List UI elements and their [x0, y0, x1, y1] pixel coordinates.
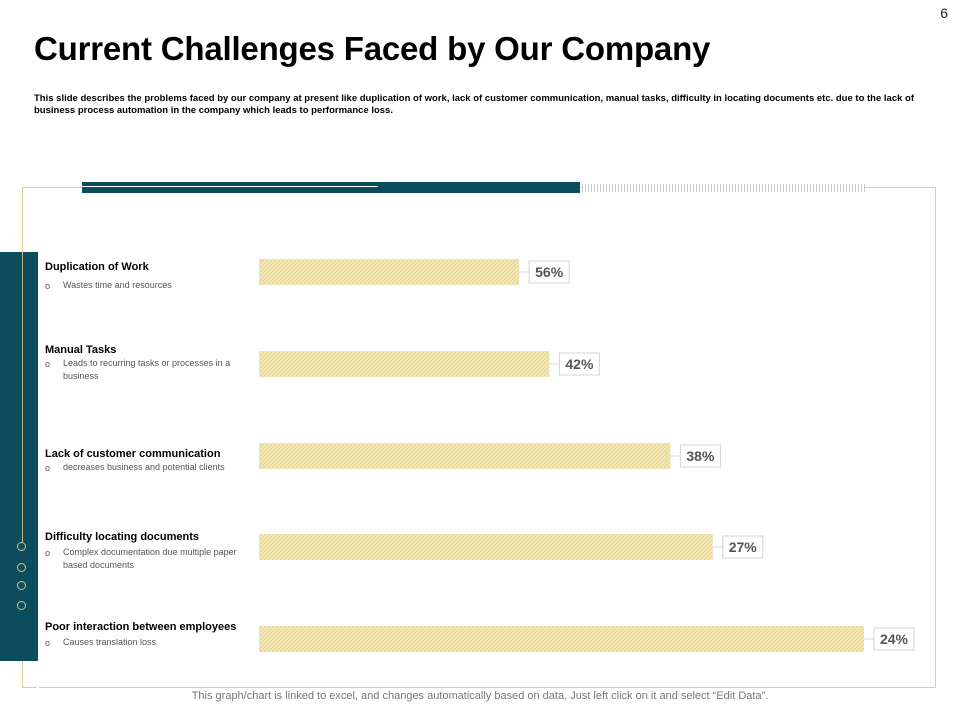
bar-4 — [259, 534, 713, 560]
slide-description: This slide describes the problems faced … — [34, 93, 914, 116]
category-subtext: Complex documentation due multiple paper… — [63, 547, 237, 570]
decorative-circle-icon — [17, 542, 26, 551]
bar-2 — [259, 351, 550, 377]
data-label-box — [528, 260, 570, 284]
category-title: Poor interaction between employees — [45, 621, 237, 633]
data-label-box — [722, 535, 764, 559]
bullet-icon: o — [45, 281, 51, 291]
category-subtext: Wastes time and resources — [63, 280, 172, 290]
decorative-top-line — [82, 186, 378, 187]
frame-gap — [37, 660, 39, 690]
bullet-icon: o — [45, 548, 51, 558]
data-label-box — [558, 352, 600, 376]
side-accent-line — [22, 252, 23, 542]
decorative-circle-icon — [17, 563, 26, 572]
side-accent-panel — [0, 252, 38, 661]
category-subtext: Causes translation loss — [63, 637, 157, 647]
bar-1 — [259, 259, 520, 285]
category-title: Manual Tasks — [45, 344, 117, 356]
data-label: 56% — [535, 264, 564, 280]
data-label: 24% — [880, 631, 909, 647]
page-number: 6 — [940, 5, 948, 21]
bullet-icon: o — [45, 638, 51, 648]
bullet-icon: o — [45, 359, 51, 369]
decorative-top-bar — [82, 182, 580, 193]
category-title: Duplication of Work — [45, 261, 149, 273]
data-label-box — [873, 627, 915, 651]
decorative-circle-icon — [17, 581, 26, 590]
category-title: Lack of customer communication — [45, 448, 221, 460]
data-label: 42% — [565, 356, 594, 372]
bar-5 — [259, 626, 864, 652]
category-subtext: Leads to recurring tasks or processes in… — [63, 358, 231, 381]
decorative-circle-icon — [17, 601, 26, 610]
footer-note: This graph/chart is linked to excel, and… — [191, 690, 769, 702]
page-title: Current Challenges Faced by Our Company — [34, 30, 711, 67]
category-title: Difficulty locating documents — [45, 531, 200, 543]
category-subtext: decreases business and potential clients — [63, 462, 225, 472]
bullet-icon: o — [45, 463, 51, 473]
decorative-hatch-strip — [582, 184, 865, 192]
data-label-box — [679, 444, 721, 468]
bar-3 — [259, 443, 671, 469]
data-label: 27% — [729, 539, 758, 555]
data-label: 38% — [686, 448, 715, 464]
